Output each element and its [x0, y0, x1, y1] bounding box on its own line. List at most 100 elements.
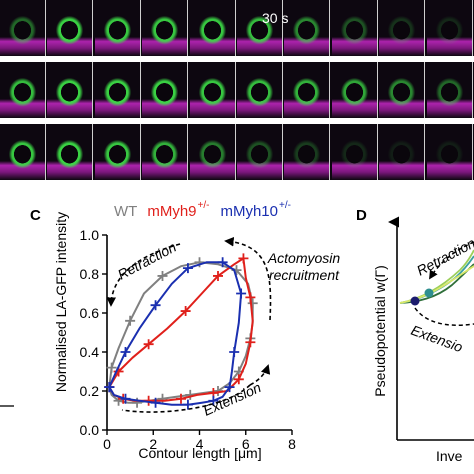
micrograph-frame	[189, 0, 236, 56]
micrograph-frame	[142, 124, 189, 180]
micrograph-frame	[379, 0, 426, 56]
y-tick-label: 0.2	[80, 383, 100, 399]
micrograph-frame	[284, 124, 331, 180]
data-point	[182, 263, 193, 274]
micrograph-frame	[94, 62, 141, 118]
actomyosin-text-2: recruitment	[269, 267, 340, 283]
micrograph-frame	[0, 62, 46, 118]
y-tick-label: 0.6	[80, 305, 100, 321]
potential-minimum-dot	[410, 296, 420, 306]
legend: WT mMyh9 +/- mMyh10 +/-	[114, 200, 291, 220]
micrograph-frame	[142, 0, 189, 56]
micrograph-frame	[47, 124, 94, 180]
data-point	[208, 395, 219, 406]
legend-entry: WT	[114, 203, 137, 220]
x-tick-label: 6	[242, 436, 250, 452]
data-point	[106, 362, 117, 373]
data-point	[150, 300, 161, 311]
micrograph-frame	[331, 124, 378, 180]
micrograph-row-2	[0, 62, 474, 118]
data-point	[245, 292, 256, 303]
data-point	[247, 298, 258, 309]
data-point	[132, 397, 143, 408]
x-tick-label: 2	[149, 436, 157, 452]
actomyosin-text-1: Actomyosin	[267, 250, 341, 266]
micrograph-frame	[379, 62, 426, 118]
y-tick-label: 0.8	[80, 266, 100, 282]
panel-d-x-label: Inve	[436, 448, 463, 464]
data-point	[150, 397, 161, 408]
micrograph-frame	[331, 62, 378, 118]
x-axis-label: Contour length [μm]	[138, 445, 261, 461]
micrograph-frame	[189, 62, 236, 118]
data-point	[120, 393, 131, 404]
micrograph-frame	[426, 124, 473, 180]
data-point	[233, 374, 244, 385]
y-tick-label: 0.4	[80, 344, 100, 360]
micrograph-frame	[284, 62, 331, 118]
y-axis-label: Normalised LA-GFP intensity	[53, 212, 69, 392]
micrograph-frame	[0, 0, 46, 56]
panel-c-axes: 0 2 4 6 8 0.0 0.2 0.4 0.6 0.8 1.0	[80, 227, 297, 452]
micrograph-frame	[331, 0, 378, 56]
potential-curve-4	[399, 265, 474, 304]
y-tick-label: 1.0	[80, 227, 100, 243]
data-point	[157, 270, 168, 281]
extension-arrow-bottom	[121, 384, 251, 413]
legend-superscript: +/-	[198, 200, 210, 211]
y-tick-label: 0.0	[80, 422, 100, 438]
data-point	[245, 337, 256, 348]
legend-entry: mMyh10	[220, 203, 278, 220]
micrograph-frame	[0, 124, 46, 180]
data-point	[213, 270, 223, 281]
micrograph-frame	[94, 0, 141, 56]
micrograph-frame	[142, 62, 189, 118]
potential-state-dot	[424, 288, 434, 298]
data-point	[157, 393, 168, 404]
data-point	[176, 393, 186, 404]
micrograph-frame	[189, 124, 236, 180]
retraction-text: Retraction	[115, 238, 179, 282]
x-tick-label: 0	[103, 436, 111, 452]
micrograph-frame	[379, 124, 426, 180]
micrograph-frame	[94, 124, 141, 180]
timestamp: 30 s	[262, 10, 289, 26]
micrograph-frame	[426, 0, 473, 56]
data-point	[120, 347, 131, 357]
legend-entry: mMyh9	[147, 203, 196, 220]
panel-d-y-label: Pseudopotential w(Γ)	[372, 265, 388, 396]
data-point	[104, 382, 115, 393]
micrograph-row-3	[0, 124, 474, 180]
data-point	[236, 288, 247, 299]
extension-arrow-head	[249, 364, 271, 386]
x-tick-label: 8	[288, 436, 296, 452]
panel-c-label: C	[30, 207, 41, 224]
data-point	[229, 347, 240, 357]
micrograph-frame	[237, 0, 283, 56]
panel-d-label: D	[356, 207, 367, 224]
micrograph-row-1	[0, 0, 474, 56]
panel-d-retraction-arrow	[429, 241, 474, 280]
x-tick-label: 4	[196, 436, 204, 452]
panel-c-plot	[104, 253, 258, 410]
micrograph-frame	[47, 62, 94, 118]
panel-d-extension-arrow	[414, 307, 474, 326]
legend-superscript: +/-	[279, 200, 291, 211]
bottom-panels: C WT mMyh9 +/- mMyh10 +/- 0 2 4 6 80.00.20.40.60…	[0, 200, 474, 464]
data-point	[194, 257, 205, 268]
micrograph-frame	[284, 0, 331, 56]
micrograph-frame	[237, 62, 283, 118]
data-point	[125, 315, 136, 326]
data-point	[224, 382, 235, 393]
series-line	[108, 261, 243, 406]
micrograph-frame	[237, 124, 283, 180]
series-3	[104, 257, 247, 410]
data-point	[182, 399, 193, 410]
data-point	[143, 339, 154, 350]
micrograph-frame	[426, 62, 473, 118]
data-point	[180, 306, 191, 317]
micrograph-frame	[47, 0, 94, 56]
data-point	[217, 257, 228, 268]
actomyosin-arrow	[224, 236, 272, 321]
